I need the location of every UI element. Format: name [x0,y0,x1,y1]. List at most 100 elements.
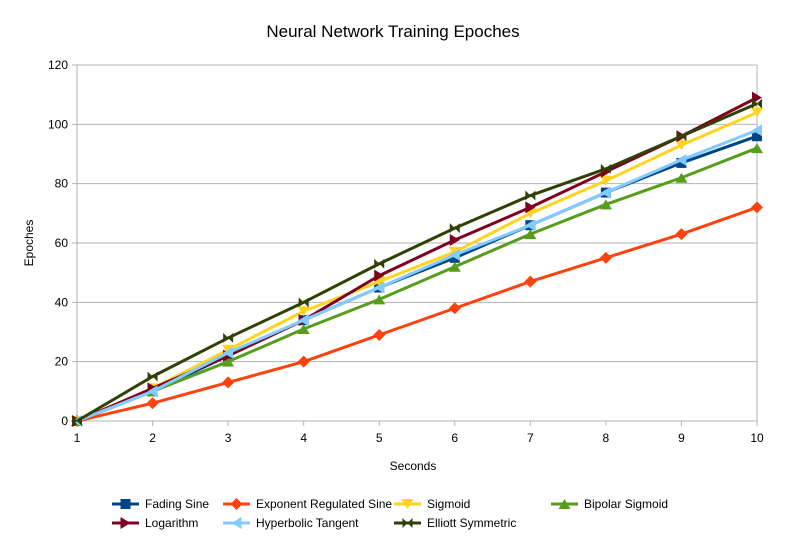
data-point [223,332,234,343]
data-point [675,228,688,241]
data-point [374,269,385,282]
data-point [72,416,82,426]
data-point [146,397,159,410]
series-layer [71,91,763,427]
data-point [298,314,309,327]
data-point [297,324,310,335]
legend-swatch-marker [230,498,243,510]
series-line [76,128,758,423]
data-point [374,258,385,269]
data-point [373,294,386,305]
data-point [147,385,158,398]
legend-label: Hyperbolic Tangent [256,516,359,530]
legend-entry: Hyperbolic Tangent [223,516,359,530]
legend-label: Fading Sine [145,497,209,511]
data-point [373,328,386,341]
y-tick-label: 60 [55,236,69,250]
legend-label: Exponent Regulated Sine [256,497,392,511]
x-tick-label: 9 [678,431,685,445]
data-point [675,140,688,151]
data-point [297,355,310,368]
series-elliott-symmetric [72,98,762,426]
data-point [599,251,612,264]
data-point [752,124,762,137]
data-point [449,223,460,234]
data-point [525,219,536,232]
gridlines [72,64,758,422]
data-point [222,376,235,389]
legend-swatch-marker [558,499,571,509]
y-axis-ticks: 0 20 40 60 80 100 120 [48,58,68,428]
legend-label: Sigmoid [427,497,470,511]
series-line [76,102,758,423]
data-point [751,143,763,154]
legend-entry: Sigmoid [394,497,470,511]
y-tick-label: 40 [55,295,69,309]
data-point [298,297,309,308]
series-line [76,146,758,423]
legend-entry: Fading Sine [112,497,209,511]
data-point [374,281,385,294]
legend-label: Logarithm [145,516,198,530]
legend-swatch-marker [402,518,413,528]
y-tick-label: 100 [48,117,68,131]
data-point [600,163,611,174]
chart-title: Neural Network Training Epoches [266,22,519,41]
data-point [599,175,612,186]
legend-label: Bipolar Sigmoid [584,497,668,511]
data-point [449,248,460,261]
series-hyperbolic-tangent [72,124,762,427]
series-line [76,111,758,423]
data-point [147,371,158,382]
x-tick-label: 2 [149,431,156,445]
data-point [448,302,461,315]
y-tick-label: 120 [48,58,68,72]
data-point [297,306,310,317]
legend-entry: Logarithm [112,516,198,530]
x-axis-ticks: 1 2 3 4 5 6 7 8 9 10 [74,421,764,445]
data-point [751,107,763,118]
data-point [449,234,460,247]
legend-swatch-marker [231,517,242,529]
y-tick-label: 0 [61,414,68,428]
x-tick-label: 3 [225,431,232,445]
legend-entry: Elliott Symmetric [394,516,516,530]
series-bipolar-sigmoid [71,143,763,426]
x-tick-label: 5 [376,431,383,445]
data-point [751,201,763,214]
legend-entry: Exponent Regulated Sine [223,497,392,511]
x-tick-label: 4 [300,431,307,445]
data-point [600,186,611,199]
y-tick-label: 20 [55,355,69,369]
data-point [525,201,536,214]
legend-swatch-marker [120,499,131,509]
legend: Fading Sine Exponent Regulated Sine Sigmoi… [112,497,668,530]
x-tick-label: 6 [451,431,458,445]
data-point [752,91,762,104]
data-point [448,261,461,272]
data-point [752,98,762,109]
x-tick-label: 8 [603,431,610,445]
x-tick-label: 1 [74,431,81,445]
data-point [524,229,537,240]
legend-swatch-marker [401,499,414,509]
legend-label: Elliott Symmetric [427,516,516,530]
series-exponent-regulated-sine [71,201,763,427]
y-tick-label: 80 [55,177,69,191]
x-tick-label: 7 [527,431,534,445]
data-point [599,199,612,210]
legend-swatch-marker [120,517,131,529]
data-point [524,275,537,288]
data-point [676,153,687,166]
x-tick-label: 10 [750,431,764,445]
data-point [675,172,688,183]
series-line [76,205,758,423]
data-point [222,356,235,367]
x-axis-title: Seconds [390,459,437,473]
legend-entry: Bipolar Sigmoid [551,497,668,511]
data-point [525,190,536,201]
data-point [223,346,234,359]
data-point [676,131,687,142]
y-axis-title: Epoches [22,220,36,267]
